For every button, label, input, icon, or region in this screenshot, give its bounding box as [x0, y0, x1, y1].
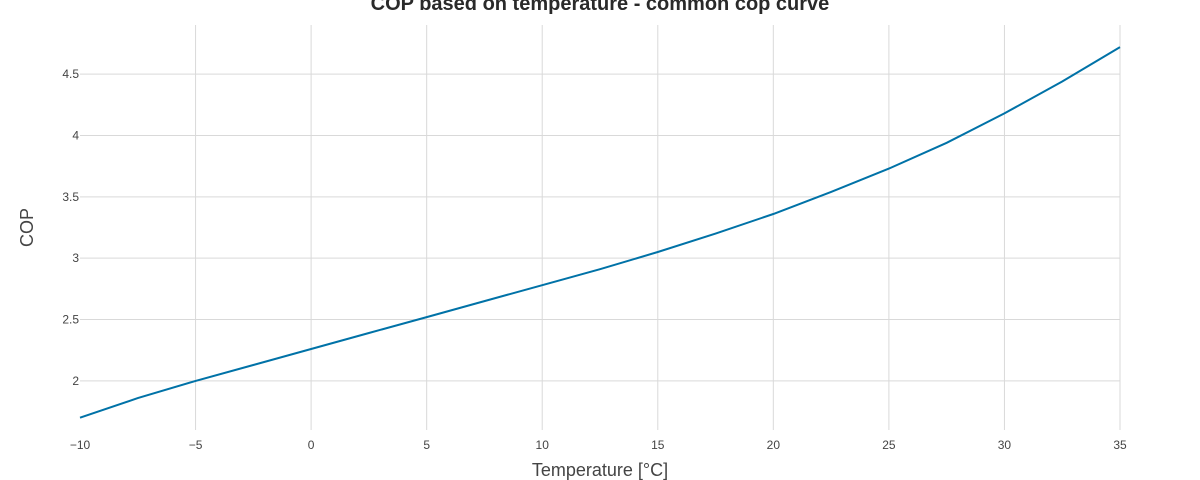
x-axis-label: Temperature [°C]	[532, 460, 668, 480]
y-tick-label: 2.5	[62, 313, 79, 327]
y-tick-label: 3	[72, 251, 79, 265]
x-tick-label: −5	[189, 438, 203, 452]
x-tick-label: 30	[998, 438, 1012, 452]
x-tick-label: 20	[767, 438, 781, 452]
x-tick-label: 5	[423, 438, 430, 452]
series-layer	[79, 46, 1121, 419]
y-tick-label: 2	[72, 374, 79, 388]
x-tick-label: 35	[1113, 438, 1127, 452]
y-tick-label: 4	[72, 128, 79, 142]
x-tick-label: 10	[536, 438, 550, 452]
x-tick-label: −10	[70, 438, 91, 452]
y-tick-label: 3.5	[62, 190, 79, 204]
y-axis-label: COP	[17, 208, 37, 247]
x-tick-label: 0	[308, 438, 315, 452]
x-tick-label: 25	[882, 438, 896, 452]
grid-layer	[80, 25, 1121, 430]
chart-title: COP based on temperature - common cop cu…	[370, 0, 830, 15]
series-line	[79, 46, 1121, 419]
x-tick-label: 15	[651, 438, 665, 452]
y-tick-label: 4.5	[62, 67, 79, 81]
tick-layer: −10 −5 0 5 10 15 20 25 30 35 2 2.5 3 3.5 4 4.5	[62, 67, 1127, 452]
